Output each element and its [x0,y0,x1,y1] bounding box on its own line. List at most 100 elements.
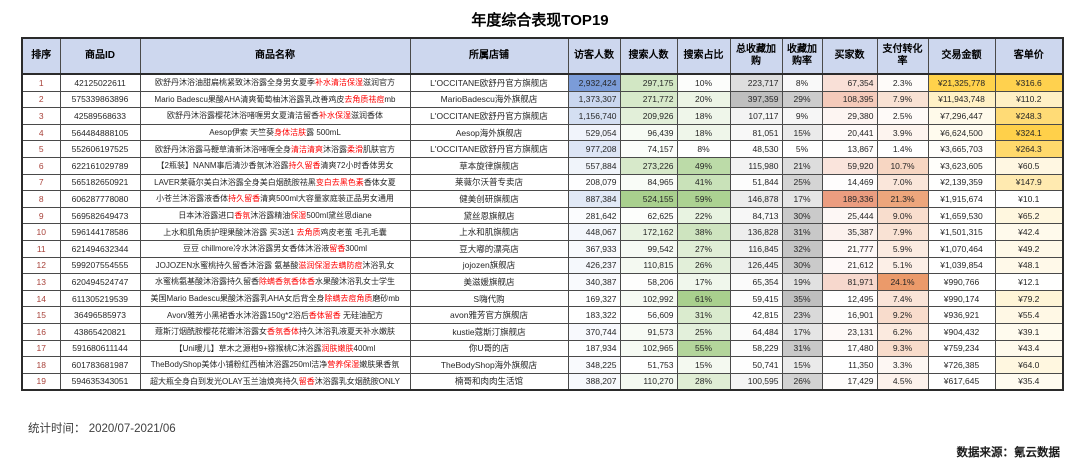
rank-cell: 16 [21,322,61,341]
name-text: TheBodyShop美体小铺粉红西柚沐浴露250ml洁净 [150,360,328,370]
highlighted-keyword: 除螨去痘角质 [324,294,373,304]
metric-cell-7: ¥7,296,447 [927,107,996,125]
metric-cell-1: 102,965 [619,339,678,358]
product-name-cell: 【2瓶装】NANM事后清沙香氛沐浴露持久留香清爽72小时香体男女 [139,156,411,175]
name-text: 水果酸沐浴乳女士学生 [315,277,395,287]
name-text: 蔻斯汀烟酰胺樱花花瓣沐浴露女 [155,327,267,337]
metric-cell-0: 426,237 [567,256,621,275]
metric-cell-1: 209,926 [619,107,678,125]
shop-cell: L'OCCITANE欧舒丹官方旗舰店 [409,107,569,125]
name-text: Avon/雅芳小黑裙香水沐浴露150g*2浴后 [167,310,309,320]
metric-cell-5: 108,395 [821,90,878,109]
column-header-7: 总收藏加购 [729,37,783,75]
shop-cell: TheBodyShop海外旗舰店 [409,356,569,374]
name-text: 香体女夏 [363,177,396,187]
metric-cell-4: 9% [781,107,823,125]
name-text: 持久沐浴乳液夏天补水嫩肤 [299,327,395,337]
name-text: mb [384,94,396,104]
metric-cell-6: 7.9% [876,90,929,109]
metric-cell-6: 9.2% [876,306,929,324]
metric-cell-0: 370,744 [567,322,621,341]
metric-cell-3: 397,359 [729,90,783,109]
shop-cell: Aesop海外旗舰店 [409,123,569,142]
column-header-8: 收藏加购率 [781,37,823,75]
product-name-cell: 蔻斯汀烟酰胺樱花花瓣沐浴露女香氛香体持久沐浴乳液夏天补水嫩肤 [139,322,411,341]
product-name-cell: Avon/雅芳小黑裙香水沐浴露150g*2浴后香体留香 无硅油配方 [139,306,411,324]
table-row: 1 42125022611 欧舒丹沐浴油甜扁桃紧致沐浴露全身男女夏季补水清洁保湿滋润… [21,73,1064,92]
name-text: 超大瓶全身白到发光OLAY玉兰油焕亮持久 [150,376,299,386]
metric-cell-1: 271,772 [619,90,678,109]
metric-cell-4: 21% [781,156,823,175]
rank-cell: 5 [21,140,61,158]
metric-cell-8: ¥49.2 [994,239,1064,258]
rank-cell: 12 [21,256,61,275]
table-row: 18 601783681987 TheBodyShop美体小铺粉红西柚沐浴露250m… [21,356,1064,374]
metric-cell-2: 28% [676,372,731,391]
table-row: 3 42589568633 欧舒丹沐浴露樱花沐浴啫喱男女夏清洁留香补水保湿滋润香体 L… [21,107,1064,125]
product-name-cell: 【Uni暖儿】草木之源柑9+猕猴桃C沐浴露润肤嫩肤400ml [139,339,411,358]
metric-cell-0: 1,373,307 [567,90,621,109]
product-name-cell: 小苍兰沐浴露液香体持久留香清爽500ml大容量家庭装正品男女通用 [139,190,411,208]
name-text: 滋润官方 [363,78,395,88]
highlighted-keyword: 香氛 [234,211,251,221]
metric-cell-7: ¥3,623,605 [927,156,996,175]
rank-cell: 6 [21,156,61,175]
name-text: 豆豆 chillmore冷水沐浴露男女香体沐浴液 [182,244,330,254]
metric-cell-1: 84,965 [619,173,678,192]
highlighted-keyword: 滋润保湿去螨防痘 [298,260,363,270]
metric-cell-6: 4.5% [876,372,929,391]
highlighted-keyword: 柔滑 [347,144,363,154]
metric-cell-8: ¥64.0 [994,356,1064,374]
name-text: LAVER莱薇尔美白沐浴露全身美白烟酰胺祛黑 [154,177,316,187]
metric-cell-4: 19% [781,273,823,291]
top19-table: 排序 商品ID 商品名称 所属店铺 访客人数 搜索人数 搜索占比 总收藏加购 收藏加购率 买家数支… [21,37,1064,392]
product-name-cell: 欧舒丹沐浴油甜扁桃紧致沐浴露全身男女夏季补水清洁保湿滋润官方 [139,73,411,92]
rank-cell: 13 [21,273,61,291]
metric-cell-7: ¥1,070,464 [927,239,996,258]
metric-cell-6: 9.0% [876,206,929,225]
product-id-cell: 575339863896 [59,90,141,109]
metric-cell-5: 20,441 [821,123,878,142]
metric-cell-5: 21,612 [821,256,878,275]
metric-cell-8: ¥12.1 [994,273,1064,291]
metric-cell-0: 2,932,424 [567,73,621,92]
rank-cell: 3 [21,107,61,125]
metric-cell-2: 49% [676,156,731,175]
metric-cell-7: ¥11,943,748 [927,90,996,109]
shop-cell: jojozen旗舰店 [409,256,569,275]
metric-cell-5: 21,777 [821,239,878,258]
metric-cell-6: 10.7% [876,156,929,175]
rank-cell: 2 [21,90,61,109]
table-row: 15 36496585973 Avon/雅芳小黑裙香水沐浴露150g*2浴后香体留香… [21,306,1064,324]
highlighted-keyword: 香氛香体 [267,327,299,337]
metric-cell-7: ¥936,921 [927,306,996,324]
metric-cell-5: 59,920 [821,156,878,175]
metric-cell-3: 51,844 [729,173,783,192]
metric-cell-6: 3.9% [876,123,929,142]
metric-cell-3: 84,713 [729,206,783,225]
product-name-cell: 欧舒丹沐浴露樱花沐浴啫喱男女夏清洁留香补水保湿滋润香体 [139,107,411,125]
metric-cell-4: 30% [781,206,823,225]
name-text: 【Uni暖儿】草木之源柑9+猕猴桃C沐浴露 [174,343,322,353]
name-text: 沐浴露乳女烟酰胺ONLY [314,376,400,386]
metric-cell-0: 208,079 [567,173,621,192]
metric-cell-7: ¥1,501,315 [927,223,996,241]
highlighted-keyword: 润肤嫩肤 [321,343,354,353]
metric-cell-0: 340,387 [567,273,621,291]
metric-cell-1: 58,206 [619,273,678,291]
data-source-note: 数据来源：氪云数据 [956,447,1061,459]
product-name-cell: 超大瓶全身白到发光OLAY玉兰油焕亮持久留香沐浴露乳女烟酰胺ONLY [139,372,411,391]
metric-cell-2: 41% [676,173,731,192]
column-header-0: 排序 [21,37,61,75]
metric-cell-7: ¥726,385 [927,356,996,374]
metric-cell-1: 273,226 [619,156,678,175]
metric-cell-4: 29% [781,90,823,109]
metric-cell-6: 6.2% [876,322,929,341]
metric-cell-3: 107,117 [729,107,783,125]
metric-cell-4: 15% [781,356,823,374]
metric-cell-3: 59,415 [729,289,783,308]
column-header-3: 所属店铺 [409,37,569,75]
metric-cell-5: 67,354 [821,73,878,92]
name-text: 欧舒丹沐浴露马鞭草清新沐浴啫喱全身 [155,144,291,154]
column-header-6: 搜索占比 [676,37,731,75]
